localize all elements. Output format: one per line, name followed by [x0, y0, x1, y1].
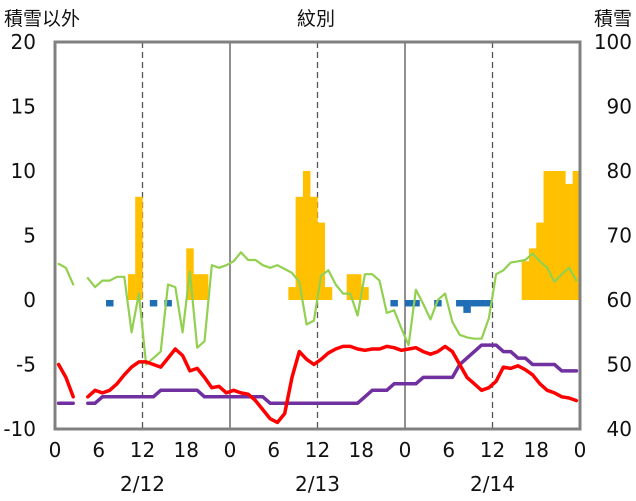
precipitation-bar — [149, 300, 158, 307]
snow_depth-line — [56, 343, 579, 405]
chart-title: 紋別 — [297, 8, 335, 30]
precipitation-bar — [434, 300, 442, 307]
snowfall-bar — [317, 222, 325, 300]
snowfall-bar — [295, 196, 304, 300]
precipitation-bar — [470, 300, 479, 307]
precipitation-bar — [456, 300, 464, 307]
precipitation-bar — [463, 300, 471, 313]
line-series — [56, 251, 579, 425]
snowfall-bar — [361, 287, 369, 300]
x-hour-tick-label: 12 — [130, 438, 155, 462]
precipitation-bar — [485, 300, 493, 307]
snowfall-bar — [310, 196, 318, 300]
x-hour-tick-label: 18 — [174, 438, 199, 462]
snowfall-bar — [353, 274, 362, 300]
right-tick-label: 100 — [594, 30, 632, 54]
snowfall-bar — [572, 171, 581, 300]
left-tick-label: 5 — [23, 224, 36, 248]
x-date-label: 2/13 — [295, 472, 340, 496]
wind-line — [57, 251, 578, 366]
plot-frame — [53, 40, 582, 431]
left-tick-label: -5 — [16, 353, 36, 377]
x-hour-tick-label: 18 — [349, 438, 374, 462]
x-hour-tick-label: 12 — [305, 438, 330, 462]
left-tick-label: 10 — [11, 159, 36, 183]
left-tick-label: 15 — [11, 95, 36, 119]
x-hour-tick-label: 0 — [574, 438, 587, 462]
right-tick-label: 50 — [607, 353, 632, 377]
snowfall-bar — [558, 171, 566, 300]
x-date-label: 2/14 — [470, 472, 515, 496]
precipitation-bar — [106, 300, 114, 307]
x-hour-tick-label: 6 — [92, 438, 105, 462]
snowfall-bar — [288, 287, 296, 300]
snowfall-bar — [521, 261, 530, 300]
right-tick-label: 60 — [607, 288, 632, 312]
x-hour-tick-label: 12 — [480, 438, 505, 462]
x-hour-tick-label: 6 — [442, 438, 455, 462]
precipitation-bar — [405, 300, 413, 307]
x-hour-tick-label: 0 — [224, 438, 237, 462]
x-hour-tick-label: 0 — [399, 438, 412, 462]
right-tick-label: 80 — [607, 159, 632, 183]
left-tick-label: -10 — [3, 417, 36, 441]
snowfall-bar — [302, 171, 311, 300]
snowfall-bar — [543, 171, 552, 300]
snowfall-bar — [550, 171, 559, 300]
precipitation-bar — [477, 300, 486, 307]
right-tick-label: 90 — [607, 95, 632, 119]
precipitation-bar — [164, 300, 172, 307]
snowfall-bar — [565, 183, 573, 300]
temperature-line — [56, 344, 579, 425]
right-axis-label: 積雪 — [594, 8, 632, 30]
x-hour-tick-label: 0 — [49, 438, 62, 462]
precipitation-bar — [390, 300, 398, 307]
right-tick-label: 70 — [607, 224, 632, 248]
snowfall-bar — [200, 274, 209, 300]
precipitation-bar — [412, 300, 420, 307]
x-hour-tick-label: 6 — [267, 438, 280, 462]
right-tick-label: 40 — [607, 417, 632, 441]
snowfall-bar — [135, 196, 143, 300]
snowfall-bar — [193, 274, 202, 300]
left-axis-label: 積雪以外 — [4, 8, 80, 30]
left-tick-label: 0 — [23, 288, 36, 312]
x-date-label: 2/12 — [120, 472, 165, 496]
x-hour-tick-label: 18 — [524, 438, 549, 462]
left-tick-label: 20 — [11, 30, 36, 54]
snowfall-bar — [346, 274, 355, 300]
snowfall-bar — [324, 287, 333, 300]
snowfall-bar — [127, 274, 136, 300]
snowfall-bar — [528, 248, 537, 300]
